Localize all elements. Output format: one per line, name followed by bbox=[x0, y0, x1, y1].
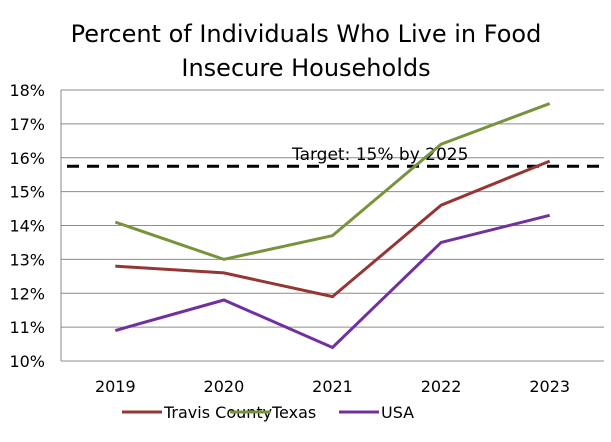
legend-label: Travis County bbox=[163, 403, 272, 422]
y-tick-label: 13% bbox=[9, 250, 45, 269]
x-tick-label: 2023 bbox=[529, 377, 570, 396]
chart-title-line-2: Insecure Households bbox=[181, 54, 430, 82]
y-axis-ticks: 10% 11% 12% 13% 14% 15% 16% 17% 18% bbox=[9, 81, 45, 371]
y-tick-label: 11% bbox=[9, 318, 45, 337]
x-tick-label: 2019 bbox=[95, 377, 136, 396]
x-tick-label: 2021 bbox=[312, 377, 353, 396]
legend: Travis County Texas USA bbox=[122, 403, 414, 422]
y-tick-label: 16% bbox=[9, 149, 45, 168]
y-tick-label: 10% bbox=[9, 352, 45, 371]
legend-item: USA bbox=[339, 403, 414, 422]
x-tick-label: 2022 bbox=[421, 377, 462, 396]
y-tick-label: 18% bbox=[9, 81, 45, 100]
gridlines bbox=[61, 89, 604, 362]
legend-label: USA bbox=[381, 403, 414, 422]
y-tick-label: 15% bbox=[9, 183, 45, 202]
y-tick-label: 14% bbox=[9, 217, 45, 236]
legend-item: Travis County bbox=[122, 403, 272, 422]
x-axis-ticks: 2019 2020 2021 2022 2023 bbox=[95, 377, 570, 396]
series-lines bbox=[114, 102, 551, 350]
y-tick-label: 12% bbox=[9, 284, 45, 303]
chart-title-line-1: Percent of Individuals Who Live in Food bbox=[71, 20, 542, 48]
y-tick-label: 17% bbox=[9, 115, 45, 134]
legend-label: Texas bbox=[271, 403, 316, 422]
series-line-travis-county bbox=[115, 159, 551, 299]
series-line-texas bbox=[114, 102, 551, 261]
legend-item: Texas bbox=[230, 403, 316, 422]
target-annotation: Target: 15% by 2025 bbox=[291, 145, 468, 165]
x-tick-label: 2020 bbox=[204, 377, 245, 396]
